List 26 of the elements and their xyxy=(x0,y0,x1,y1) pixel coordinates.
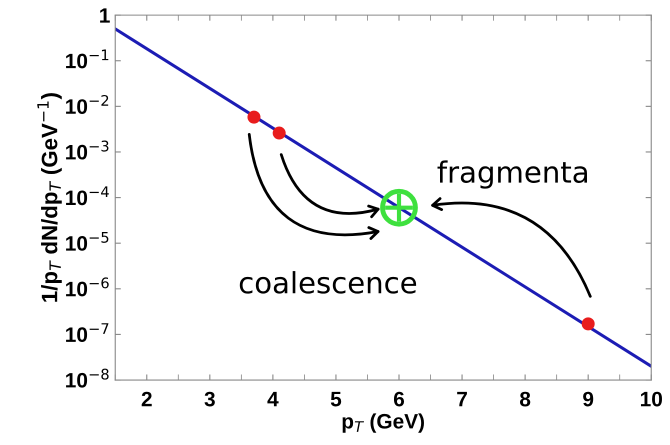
annotation: coalescence xyxy=(240,271,416,294)
y-tick-label: 10$^{−8}$ xyxy=(66,368,109,388)
y-tick-label: 10$^{−6}$ xyxy=(66,277,109,296)
y-axis-title: 1/p$_{T}$ dN/dp$_{T}$ (GeV$^{−1}$) xyxy=(37,93,62,302)
x-tick-label: 7 xyxy=(457,392,467,406)
y-tick-label: 1 xyxy=(100,8,110,23)
point xyxy=(380,188,418,227)
x-tick-label: 4 xyxy=(267,392,279,406)
x-tick-label: 8 xyxy=(520,392,530,406)
x-tick-label: 5 xyxy=(330,392,342,406)
x-tick-label: 3 xyxy=(204,392,215,406)
y-tick-label: 10$^{−5}$ xyxy=(66,232,108,251)
y-tick-label: 10$^{−7}$ xyxy=(66,323,108,342)
y-tick-label: 10$^{−3}$ xyxy=(66,140,108,160)
point xyxy=(247,110,260,124)
x-tick-label: 6 xyxy=(394,392,404,406)
annotation: fragmenta xyxy=(438,160,587,189)
x-tick-label: 10 xyxy=(640,392,662,406)
point xyxy=(272,126,286,140)
y-tick-label: 10$^{−4}$ xyxy=(66,186,109,206)
y-tick-label: 10$^{−1}$ xyxy=(66,50,108,68)
x-tick-label: 2 xyxy=(142,392,152,406)
x-tick-label: 9 xyxy=(583,392,594,406)
point xyxy=(582,317,595,330)
y-tick-label: 10$^{−2}$ xyxy=(66,94,108,114)
x-axis-title: p$_{T}$ (GeV) xyxy=(342,413,424,433)
